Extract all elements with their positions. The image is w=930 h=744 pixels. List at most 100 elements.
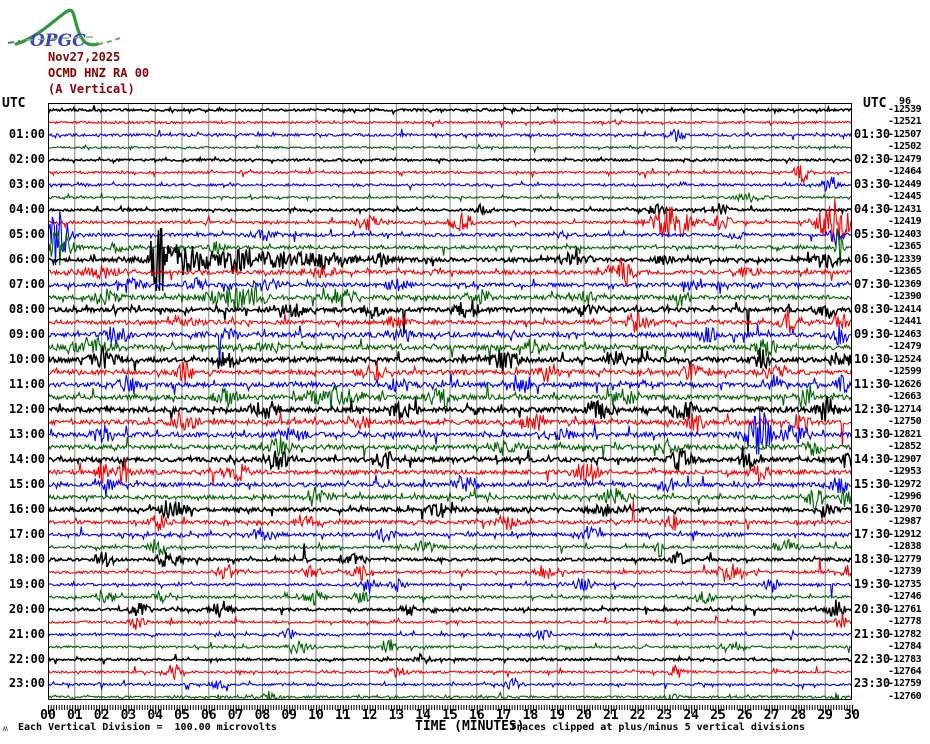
hour-label-right-1430: 14:30 (854, 451, 891, 466)
minute-label-17: 17 (495, 708, 512, 723)
hour-label-right-0130: 01:30 (854, 126, 891, 141)
trace-offset-value: -12365 (888, 241, 922, 253)
seismo-trace-1500 (47, 474, 853, 498)
hour-label-left-0600: 06:00 (8, 251, 45, 266)
seismo-trace-1630 (47, 500, 853, 532)
hour-label-left-1700: 17:00 (8, 526, 45, 541)
hour-label-right-1230: 12:30 (854, 401, 891, 416)
trace-offset-value: -12912 (888, 528, 922, 540)
seismo-trace-2100 (47, 627, 853, 642)
hour-label-right-0830: 08:30 (854, 301, 891, 316)
trace-offset-value: -12441 (888, 316, 922, 328)
minute-label-10: 10 (308, 708, 324, 723)
trace-offset-value: -12714 (888, 403, 922, 415)
seismo-trace-0900 (47, 324, 853, 366)
minute-label-29: 29 (817, 708, 834, 723)
hour-label-right-0730: 07:30 (854, 276, 891, 291)
seismo-trace-1130 (47, 383, 853, 412)
hour-label-right-2230: 22:30 (854, 651, 891, 666)
hour-label-right-0430: 04:30 (854, 201, 891, 216)
hour-label-left-0800: 08:00 (8, 301, 45, 316)
header-component: (A Vertical) (48, 82, 135, 96)
trace-offset-value: -12970 (888, 503, 922, 515)
seismo-trace-0300 (47, 176, 853, 193)
minute-label-05: 05 (174, 708, 190, 723)
trace-offset-value: -12783 (888, 653, 922, 665)
trace-offset-value: -12779 (888, 553, 922, 565)
minute-label-22: 22 (629, 708, 646, 723)
minute-label-07: 07 (227, 708, 244, 723)
trace-offset-value: -12782 (888, 628, 922, 640)
vertical-division-note: Each Vertical Division = 100.00 microvol… (18, 722, 277, 733)
trace-offset-value: -12419 (888, 216, 922, 228)
logo-curve (14, 8, 100, 47)
seismo-trace-1800 (47, 543, 853, 568)
overlay-value: 96 (899, 96, 912, 107)
seismo-trace-1730 (47, 538, 853, 559)
seismo-trace-1200 (47, 395, 853, 422)
logo-dash-right (97, 37, 121, 45)
hour-label-right-1930: 19:30 (854, 576, 891, 591)
hour-label-right-1330: 13:30 (854, 426, 891, 441)
clipping-note: Traces clipped at plus/minus 5 vertical … (510, 722, 806, 733)
seismo-trace-2330 (47, 690, 853, 704)
trace-offset-value: -12431 (888, 203, 922, 215)
trace-offset-value: -12369 (888, 278, 922, 290)
seismo-trace-2200 (47, 652, 853, 666)
minute-label-14: 14 (415, 708, 432, 723)
seismo-trace-1830 (47, 557, 853, 582)
hour-label-left-1000: 10:00 (8, 351, 45, 366)
minute-label-18: 18 (522, 708, 539, 723)
trace-offset-value: -12479 (888, 341, 922, 353)
hour-label-right-1830: 18:30 (854, 551, 891, 566)
hour-label-left-1500: 15:00 (8, 476, 45, 491)
trace-offset-value: -12987 (888, 516, 922, 528)
hour-label-left-1600: 16:00 (8, 501, 45, 516)
hour-label-left-2300: 23:00 (8, 676, 45, 691)
hour-label-right-2130: 21:30 (854, 626, 891, 641)
trace-offset-value: -12464 (888, 166, 922, 178)
seismo-trace-0800 (47, 300, 853, 335)
hour-label-right-0630: 06:30 (854, 251, 891, 266)
minute-label-12: 12 (361, 708, 378, 723)
seismo-trace-1300 (47, 412, 853, 455)
seismo-trace-1100 (47, 373, 853, 396)
trace-offset-value: -12445 (888, 191, 922, 203)
minute-label-09: 09 (281, 708, 298, 723)
minute-label-23: 23 (656, 708, 673, 723)
hour-label-left-2200: 22:00 (8, 651, 45, 666)
seismo-trace-0230 (47, 165, 853, 185)
trace-offset-value: -12953 (888, 466, 922, 478)
minute-label-01: 01 (66, 708, 83, 723)
trace-canvas (47, 103, 853, 704)
minute-label-06: 06 (200, 708, 217, 723)
trace-offset-value: -12821 (888, 428, 922, 440)
x-axis-title: TIME (MINUTES) (415, 719, 525, 734)
hour-label-right-0230: 02:30 (854, 151, 891, 166)
minute-label-13: 13 (388, 708, 405, 723)
trace-offset-value: -12750 (888, 416, 922, 428)
seismo-trace-0130 (47, 143, 853, 155)
minute-label-08: 08 (254, 708, 271, 723)
trace-offset-value: -12784 (888, 641, 922, 653)
hour-label-right-0930: 09:30 (854, 326, 891, 341)
minute-label-27: 27 (763, 708, 780, 723)
trace-offset-value: -12746 (888, 591, 922, 603)
minute-label-25: 25 (710, 708, 726, 723)
hour-label-right-1130: 11:30 (854, 376, 891, 391)
seismo-trace-0000 (47, 104, 853, 116)
seismo-trace-0500 (47, 211, 853, 266)
hour-label-left-2100: 21:00 (8, 626, 45, 641)
hour-label-right-1630: 16:30 (854, 501, 891, 516)
minute-label-21: 21 (602, 708, 619, 723)
seismo-trace-1230 (47, 411, 853, 447)
trace-offset-value: -12599 (888, 366, 922, 378)
seismo-trace-0830 (47, 309, 853, 334)
hour-label-left-0100: 01:00 (8, 126, 45, 141)
seismo-trace-0200 (47, 155, 853, 165)
trace-offset-value: -12449 (888, 178, 922, 190)
seismo-trace-1900 (47, 577, 853, 599)
seismo-trace-2030 (47, 613, 853, 631)
minute-label-28: 28 (790, 708, 807, 723)
